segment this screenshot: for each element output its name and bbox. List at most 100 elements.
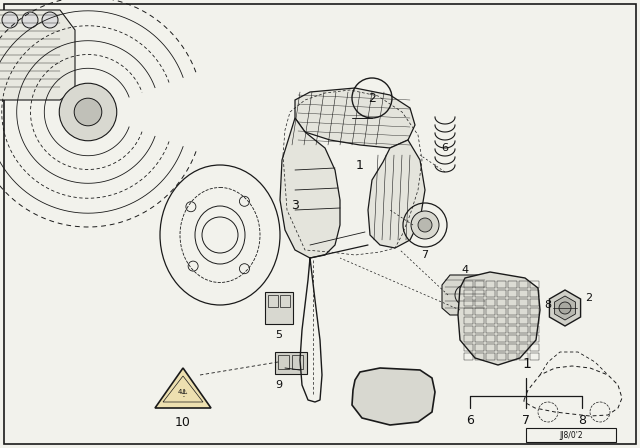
Bar [508, 290, 517, 297]
Bar [508, 317, 517, 324]
Bar [486, 299, 495, 306]
Bar [526, 428, 616, 442]
Bar [530, 335, 539, 342]
Bar [497, 326, 506, 333]
Bar [519, 317, 528, 324]
Polygon shape [352, 368, 435, 425]
Polygon shape [280, 118, 340, 258]
Bar [519, 290, 528, 297]
Bar [464, 326, 473, 333]
Bar [486, 344, 495, 351]
Bar [275, 352, 307, 374]
Bar [508, 326, 517, 333]
Bar [486, 326, 495, 333]
Bar [475, 317, 484, 324]
Bar [508, 335, 517, 342]
Polygon shape [155, 368, 211, 408]
Bar [486, 308, 495, 315]
Polygon shape [368, 140, 425, 248]
Bar [464, 344, 473, 351]
Bar [508, 344, 517, 351]
Bar [475, 335, 484, 342]
Text: JJ8/0'2: JJ8/0'2 [559, 431, 583, 439]
Bar [486, 335, 495, 342]
Bar [464, 353, 473, 360]
Text: 8: 8 [579, 414, 586, 427]
Bar [475, 281, 484, 288]
Bar [278, 355, 289, 369]
Bar [530, 344, 539, 351]
Bar [519, 326, 528, 333]
Bar [497, 299, 506, 306]
Bar [519, 335, 528, 342]
Bar [519, 353, 528, 360]
Polygon shape [0, 10, 75, 100]
Bar [475, 290, 484, 297]
Bar [497, 281, 506, 288]
Text: 3: 3 [291, 198, 299, 211]
Bar [497, 344, 506, 351]
Text: 8: 8 [545, 300, 552, 310]
Bar [508, 308, 517, 315]
Bar [280, 295, 290, 307]
Bar [497, 308, 506, 315]
Bar [530, 317, 539, 324]
Text: 4⚠: 4⚠ [178, 389, 188, 395]
Bar [464, 299, 473, 306]
Circle shape [2, 12, 18, 28]
Circle shape [411, 211, 439, 239]
Circle shape [42, 12, 58, 28]
Bar [475, 308, 484, 315]
Bar [475, 353, 484, 360]
Bar [497, 353, 506, 360]
Bar [486, 317, 495, 324]
Text: 2: 2 [368, 91, 376, 104]
Bar [519, 299, 528, 306]
Text: 7: 7 [522, 414, 531, 427]
Bar [530, 308, 539, 315]
Text: 1: 1 [356, 159, 364, 172]
Bar [464, 290, 473, 297]
Bar [464, 281, 473, 288]
Bar [464, 308, 473, 315]
Bar [265, 292, 293, 324]
Bar [497, 290, 506, 297]
Bar [475, 344, 484, 351]
Bar [464, 335, 473, 342]
Circle shape [559, 302, 571, 314]
Bar [530, 299, 539, 306]
Polygon shape [295, 88, 415, 148]
Bar [268, 295, 278, 307]
Text: 6: 6 [442, 143, 449, 153]
Bar [530, 326, 539, 333]
Bar [486, 290, 495, 297]
Circle shape [60, 83, 116, 141]
Text: 5: 5 [275, 330, 282, 340]
Bar [530, 290, 539, 297]
Polygon shape [458, 272, 540, 365]
Bar [475, 326, 484, 333]
Bar [519, 281, 528, 288]
Text: 1: 1 [522, 358, 531, 371]
Bar [508, 299, 517, 306]
Polygon shape [555, 296, 575, 320]
Bar [497, 335, 506, 342]
Bar [464, 317, 473, 324]
Bar [530, 281, 539, 288]
Bar [292, 355, 303, 369]
Bar [497, 317, 506, 324]
Bar [486, 281, 495, 288]
Text: 6: 6 [467, 414, 474, 427]
Text: 10: 10 [175, 415, 191, 428]
Text: !: ! [181, 389, 185, 399]
Text: 4: 4 [461, 265, 468, 275]
Text: 7: 7 [421, 250, 429, 260]
Text: 9: 9 [275, 380, 283, 390]
Bar [508, 353, 517, 360]
Bar [508, 281, 517, 288]
Bar [519, 308, 528, 315]
Circle shape [22, 12, 38, 28]
Bar [530, 353, 539, 360]
Bar [519, 344, 528, 351]
Polygon shape [549, 290, 580, 326]
